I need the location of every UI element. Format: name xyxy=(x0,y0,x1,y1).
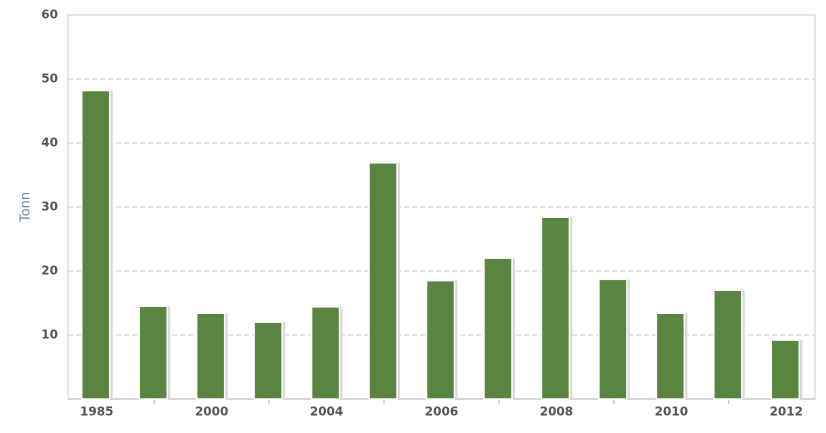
x-tick-label: 2004 xyxy=(310,405,343,419)
x-tick-label: 1985 xyxy=(80,405,113,419)
x-tick-label: 2008 xyxy=(540,405,573,419)
bar xyxy=(368,162,398,400)
bar xyxy=(138,305,168,400)
y-tick-label: 20 xyxy=(41,264,58,278)
bar xyxy=(655,312,686,400)
bar xyxy=(80,89,111,400)
y-tick-label: 60 xyxy=(41,8,58,22)
y-tick-label: 10 xyxy=(41,328,58,342)
bar xyxy=(540,216,571,400)
bar xyxy=(253,321,283,400)
x-tick-label: 2012 xyxy=(770,405,803,419)
bar xyxy=(195,312,226,400)
bar xyxy=(770,339,801,400)
x-tick-label: 2010 xyxy=(655,405,688,419)
bar xyxy=(713,289,743,400)
y-tick-label: 50 xyxy=(41,72,58,86)
bar xyxy=(598,278,628,400)
bar xyxy=(483,257,513,400)
y-tick-label: 40 xyxy=(41,136,58,150)
x-tick-label: 2006 xyxy=(425,405,458,419)
bar xyxy=(310,306,341,400)
y-tick-label: 30 xyxy=(41,200,58,214)
x-tick-label: 2000 xyxy=(195,405,228,419)
y-axis-label: Tonn xyxy=(19,192,34,223)
bar xyxy=(425,279,456,400)
